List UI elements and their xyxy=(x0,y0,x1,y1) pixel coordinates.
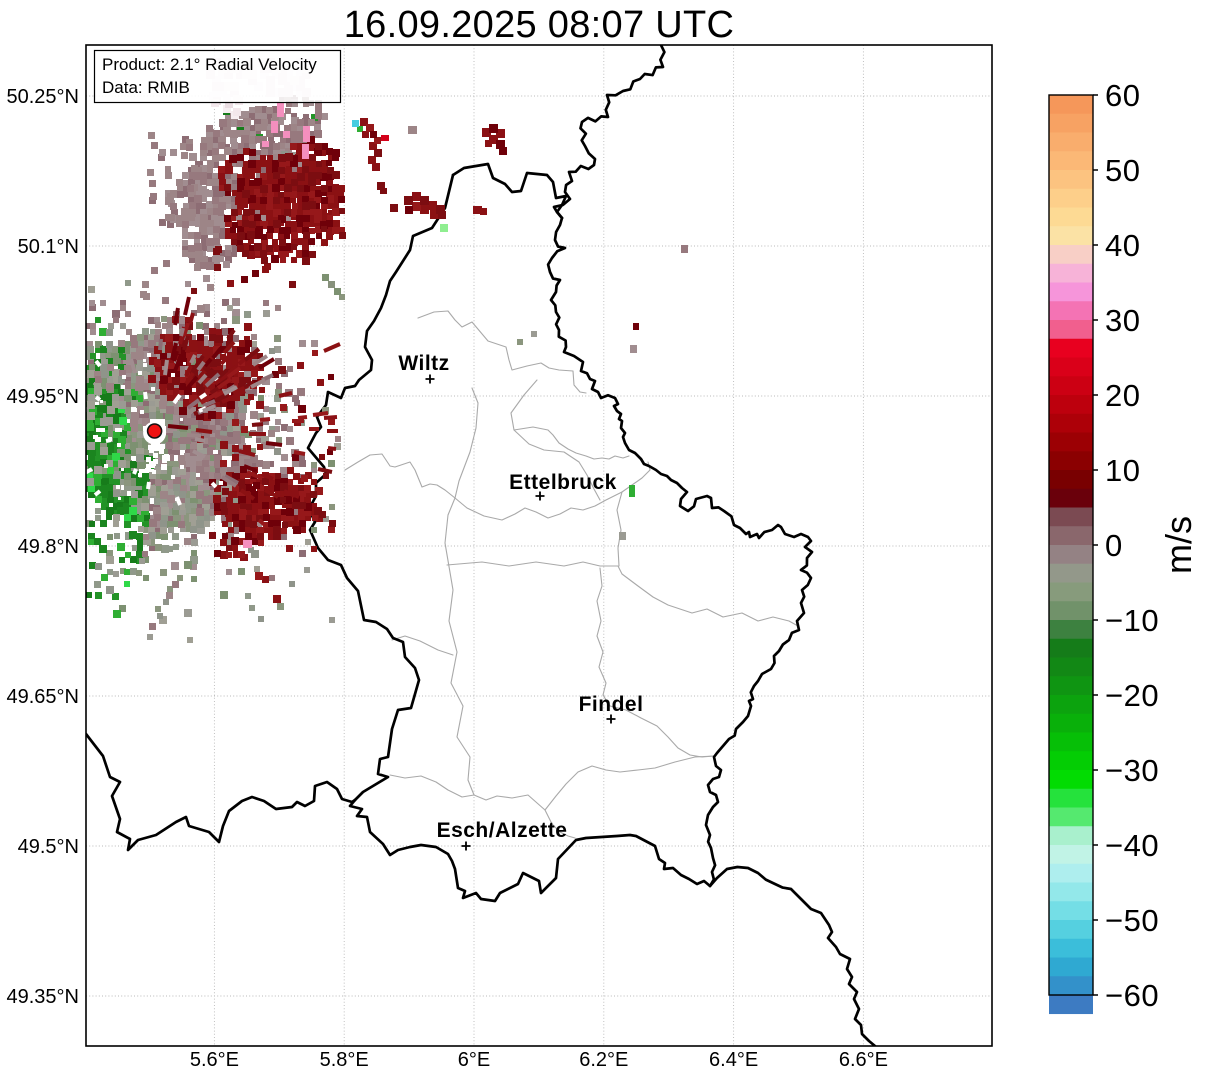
svg-text:−30: −30 xyxy=(1105,753,1159,788)
svg-text:49.65°N: 49.65°N xyxy=(7,686,80,708)
svg-text:20: 20 xyxy=(1105,378,1140,413)
svg-text:−10: −10 xyxy=(1105,603,1159,638)
svg-text:49.8°N: 49.8°N xyxy=(18,536,79,558)
svg-text:49.5°N: 49.5°N xyxy=(18,836,79,858)
svg-text:49.95°N: 49.95°N xyxy=(7,386,80,408)
svg-text:Wiltz: Wiltz xyxy=(398,352,449,375)
svg-text:10: 10 xyxy=(1105,453,1140,488)
svg-text:−20: −20 xyxy=(1105,678,1159,713)
svg-text:50: 50 xyxy=(1105,153,1140,188)
svg-text:60: 60 xyxy=(1105,78,1140,113)
svg-text:−40: −40 xyxy=(1105,828,1159,863)
svg-text:0: 0 xyxy=(1105,528,1123,563)
svg-text:−50: −50 xyxy=(1105,903,1159,938)
svg-text:40: 40 xyxy=(1105,228,1140,263)
svg-text:49.35°N: 49.35°N xyxy=(7,986,80,1008)
svg-text:Findel: Findel xyxy=(579,693,644,716)
svg-text:−60: −60 xyxy=(1105,978,1159,1013)
svg-text:6.6°E: 6.6°E xyxy=(839,1049,888,1071)
svg-text:5.8°E: 5.8°E xyxy=(320,1049,369,1071)
svg-text:50.1°N: 50.1°N xyxy=(18,236,79,258)
svg-text:Ettelbruck: Ettelbruck xyxy=(509,471,617,494)
svg-text:m/s: m/s xyxy=(1158,516,1199,574)
svg-text:6.2°E: 6.2°E xyxy=(579,1049,628,1071)
svg-text:30: 30 xyxy=(1105,303,1140,338)
svg-text:5.6°E: 5.6°E xyxy=(190,1049,239,1071)
svg-text:Product: 2.1° Radial Velocity: Product: 2.1° Radial Velocity xyxy=(102,55,317,74)
svg-text:50.25°N: 50.25°N xyxy=(7,86,80,108)
svg-text:16.09.2025 08:07 UTC: 16.09.2025 08:07 UTC xyxy=(344,4,735,46)
svg-text:Esch/Alzette: Esch/Alzette xyxy=(437,819,568,842)
svg-text:Data: RMIB: Data: RMIB xyxy=(102,78,190,97)
svg-text:6.4°E: 6.4°E xyxy=(709,1049,758,1071)
svg-text:6°E: 6°E xyxy=(458,1049,490,1071)
